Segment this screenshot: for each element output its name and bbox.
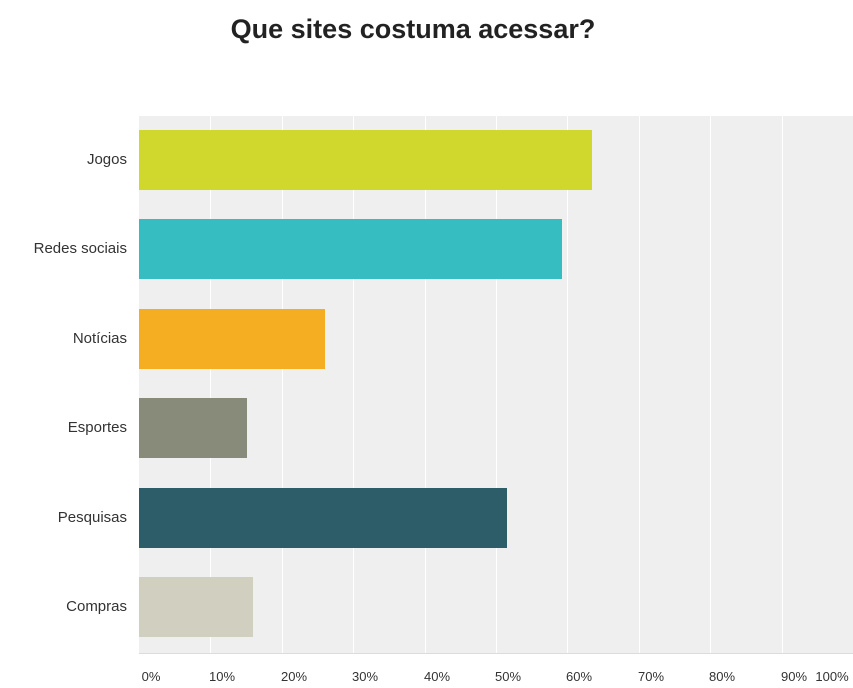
bar-esportes [139, 398, 247, 458]
x-axis-line [139, 653, 853, 654]
x-tick-label: 10% [208, 669, 236, 684]
gridline [567, 116, 568, 653]
x-tick-label: 80% [708, 669, 736, 684]
chart-title: Que sites costuma acessar? [230, 14, 596, 44]
x-tick-label: 50% [494, 669, 522, 684]
x-tick-label: 0% [141, 669, 161, 684]
category-label: Jogos [86, 151, 127, 168]
x-tick-label: 60% [565, 669, 593, 684]
gridline [639, 116, 640, 653]
category-label: Esportes [67, 419, 127, 436]
bar-redes-sociais [139, 219, 562, 279]
x-tick-label: 30% [351, 669, 379, 684]
category-label: Notícias [72, 330, 127, 347]
gridline [282, 116, 283, 653]
x-tick-label: 70% [637, 669, 665, 684]
bar-jogos [139, 130, 592, 190]
category-label: Pesquisas [57, 509, 127, 526]
bar-compras [139, 577, 253, 637]
x-tick-label: 20% [280, 669, 308, 684]
gridline [782, 116, 783, 653]
bar-pesquisas [139, 488, 507, 548]
category-label: Compras [66, 598, 127, 615]
bar-notícias [139, 309, 325, 369]
x-tick-label: 40% [423, 669, 451, 684]
gridline [210, 116, 211, 653]
gridline [710, 116, 711, 653]
category-label: Redes sociais [33, 240, 127, 257]
gridline [496, 116, 497, 653]
gridline [353, 116, 354, 653]
x-tick-label: 90% [780, 669, 808, 684]
x-tick-label: 100% [815, 669, 849, 684]
gridline [425, 116, 426, 653]
